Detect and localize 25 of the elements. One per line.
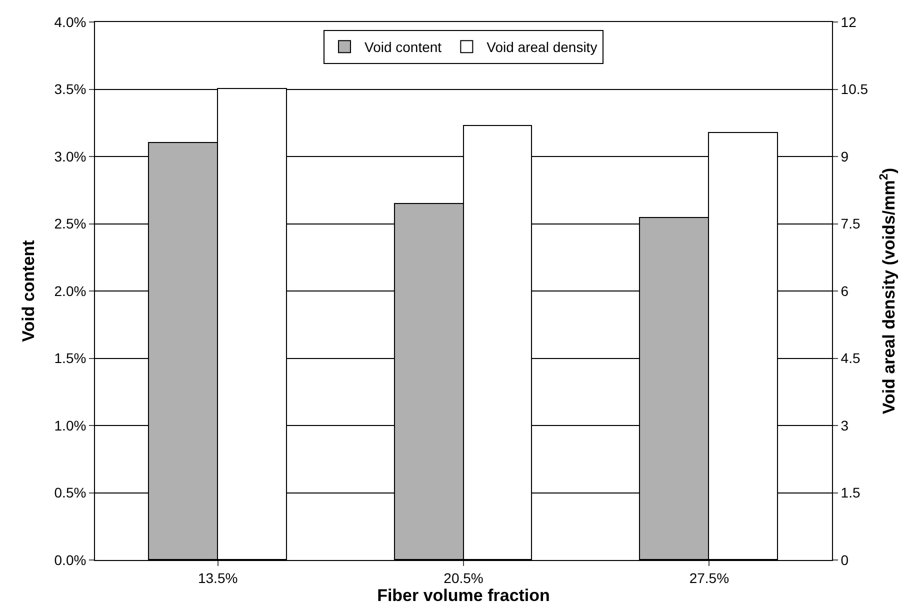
y2-tick-label: 10.5 [840, 81, 868, 98]
y2-tick-label: 9 [840, 148, 849, 164]
y2-tick-label: 12 [840, 14, 857, 30]
x-tick-label: 13.5% [198, 570, 238, 586]
y-axis-title: Void content [18, 240, 38, 342]
y2-tick-label: 7.5 [840, 216, 860, 232]
y-tick-label: 1.5% [54, 350, 86, 366]
y2-tick-label: 6 [840, 282, 849, 299]
legend-label: Void content [364, 39, 442, 56]
y-tick-label: 0.5% [54, 484, 86, 501]
y2-tick-label: 3 [840, 417, 849, 434]
y-tick-label: 0.0% [54, 552, 86, 568]
y-tick-label: 2.0% [54, 282, 86, 299]
x-tick-label: 27.5% [689, 570, 730, 586]
y-tick-label: 2.5% [54, 216, 86, 232]
y2-tick-label: 4.5 [840, 350, 860, 366]
legend-label: Void areal density [486, 39, 598, 56]
y-tick-label: 3.0% [54, 148, 86, 164]
y-tick-label: 3.5% [54, 81, 86, 98]
y2-tick-label: 0 [840, 552, 849, 568]
x-axis-title: Fiber volume fraction [377, 586, 550, 606]
x-tick-label: 20.5% [444, 570, 484, 586]
y-tick-label: 1.0% [54, 417, 86, 434]
y2-tick-label: 1.5 [840, 484, 860, 501]
y-tick-label: 4.0% [54, 14, 86, 30]
